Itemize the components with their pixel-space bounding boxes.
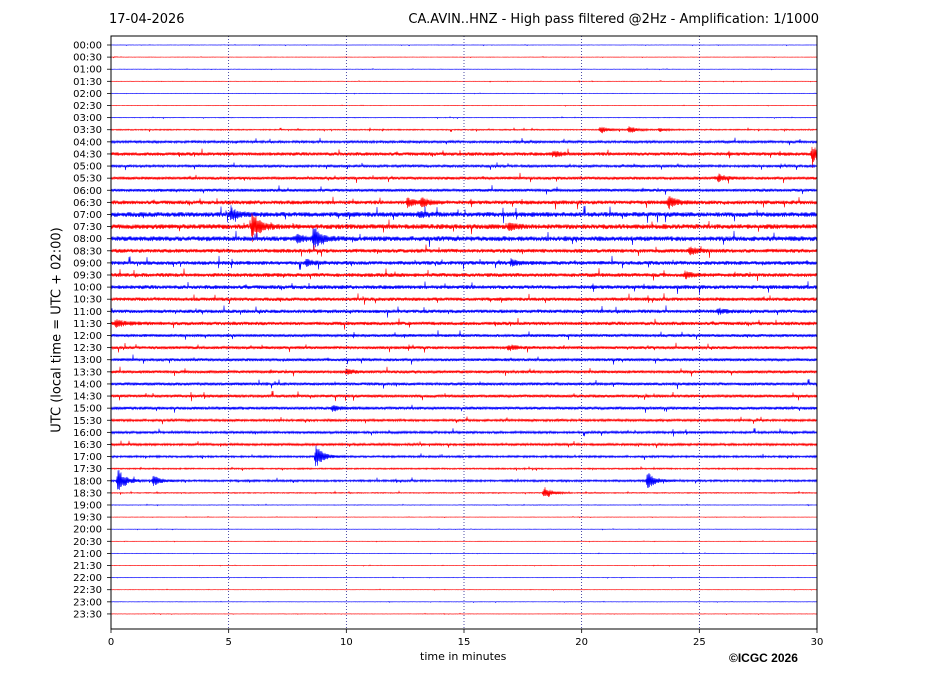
chart-title: CA.AVIN..HNZ - High pass filtered @2Hz -…	[408, 12, 819, 27]
y-tick-label: 16:00	[73, 428, 102, 439]
y-tick-label: 10:30	[73, 295, 102, 306]
y-tick-label: 03:00	[73, 113, 102, 124]
trace-1330	[110, 366, 818, 377]
y-tick-label: 17:30	[73, 464, 102, 475]
plot-frame	[110, 35, 818, 630]
y-tick-label: 23:00	[73, 597, 102, 608]
y-tick-label: 21:00	[73, 549, 102, 560]
y-tick-label: 00:00	[73, 41, 102, 52]
y-tick-label: 21:30	[73, 561, 102, 572]
y-tick-label: 01:30	[73, 77, 102, 88]
y-tick-label: 03:30	[73, 125, 102, 136]
y-tick-label: 04:30	[73, 149, 102, 160]
x-tick-label: 30	[811, 637, 824, 648]
y-tick-label: 09:00	[73, 258, 102, 269]
y-tick-label: 23:30	[73, 609, 102, 620]
y-tick-label: 00:30	[73, 53, 102, 64]
x-tick-label: 5	[225, 637, 231, 648]
trace-1100	[110, 305, 818, 318]
x-tick-label: 10	[340, 637, 353, 648]
trace-1030	[110, 293, 818, 305]
trace-2030	[110, 540, 818, 543]
y-tick-label: 12:30	[73, 343, 102, 354]
y-tick-label: 09:30	[73, 270, 102, 281]
y-tick-label: 20:00	[73, 525, 102, 536]
trace-0500	[110, 162, 818, 171]
y-axis-label: UTC (local time = UTC + 02:00)	[49, 227, 65, 433]
y-tick-label: 14:00	[73, 379, 102, 390]
y-tick-label: 19:00	[73, 500, 102, 511]
x-axis-label: time in minutes	[420, 650, 507, 663]
y-tick-label: 01:00	[73, 65, 102, 76]
y-tick-label: 08:00	[73, 234, 102, 245]
grid-layer	[228, 36, 700, 629]
y-tick-label: 08:30	[73, 246, 102, 257]
trace-2200	[110, 576, 818, 579]
tick-layer: 00:0000:3001:0001:3002:0002:3003:0003:30…	[73, 41, 823, 649]
y-tick-label: 20:30	[73, 537, 102, 548]
date-label: 17-04-2026	[109, 12, 185, 27]
y-tick-label: 07:30	[73, 222, 102, 233]
x-tick-label: 0	[108, 637, 114, 648]
trace-1700	[110, 445, 818, 467]
trace-0430	[110, 146, 818, 169]
y-tick-label: 06:00	[73, 186, 102, 197]
trace-2130	[110, 564, 818, 567]
x-tick-label: 25	[693, 637, 706, 648]
y-tick-label: 13:30	[73, 367, 102, 378]
y-tick-label: 18:00	[73, 476, 102, 487]
trace-2000	[110, 527, 818, 531]
y-tick-label: 16:30	[73, 440, 102, 451]
x-tick-label: 20	[575, 637, 588, 648]
y-tick-label: 05:00	[73, 162, 102, 173]
y-tick-label: 17:00	[73, 452, 102, 463]
trace-2100	[110, 552, 818, 555]
y-tick-label: 13:00	[73, 355, 102, 366]
y-tick-label: 14:30	[73, 392, 102, 403]
y-tick-label: 11:30	[73, 319, 102, 330]
y-tick-label: 06:30	[73, 198, 102, 209]
y-tick-label: 02:30	[73, 101, 102, 112]
trace-2300	[110, 600, 818, 604]
trace-2330	[110, 612, 818, 616]
y-tick-label: 15:30	[73, 416, 102, 427]
trace-0400	[110, 137, 818, 146]
x-tick-label: 15	[458, 637, 471, 648]
trace-layer	[110, 44, 818, 616]
y-tick-label: 02:00	[73, 89, 102, 100]
y-tick-label: 04:00	[73, 137, 102, 148]
y-tick-label: 22:30	[73, 585, 102, 596]
trace-1200	[110, 330, 818, 340]
copyright-label: ©ICGC 2026	[729, 651, 798, 665]
y-tick-label: 10:00	[73, 283, 102, 294]
y-tick-label: 15:00	[73, 404, 102, 415]
y-tick-label: 11:00	[73, 307, 102, 318]
y-tick-label: 07:00	[73, 210, 102, 221]
y-tick-label: 18:30	[73, 488, 102, 499]
trace-1000	[110, 281, 818, 295]
y-tick-label: 22:00	[73, 573, 102, 584]
y-tick-label: 12:00	[73, 331, 102, 342]
trace-0830	[110, 244, 818, 258]
trace-2230	[110, 588, 818, 591]
y-tick-label: 19:30	[73, 513, 102, 524]
y-tick-label: 05:30	[73, 174, 102, 185]
